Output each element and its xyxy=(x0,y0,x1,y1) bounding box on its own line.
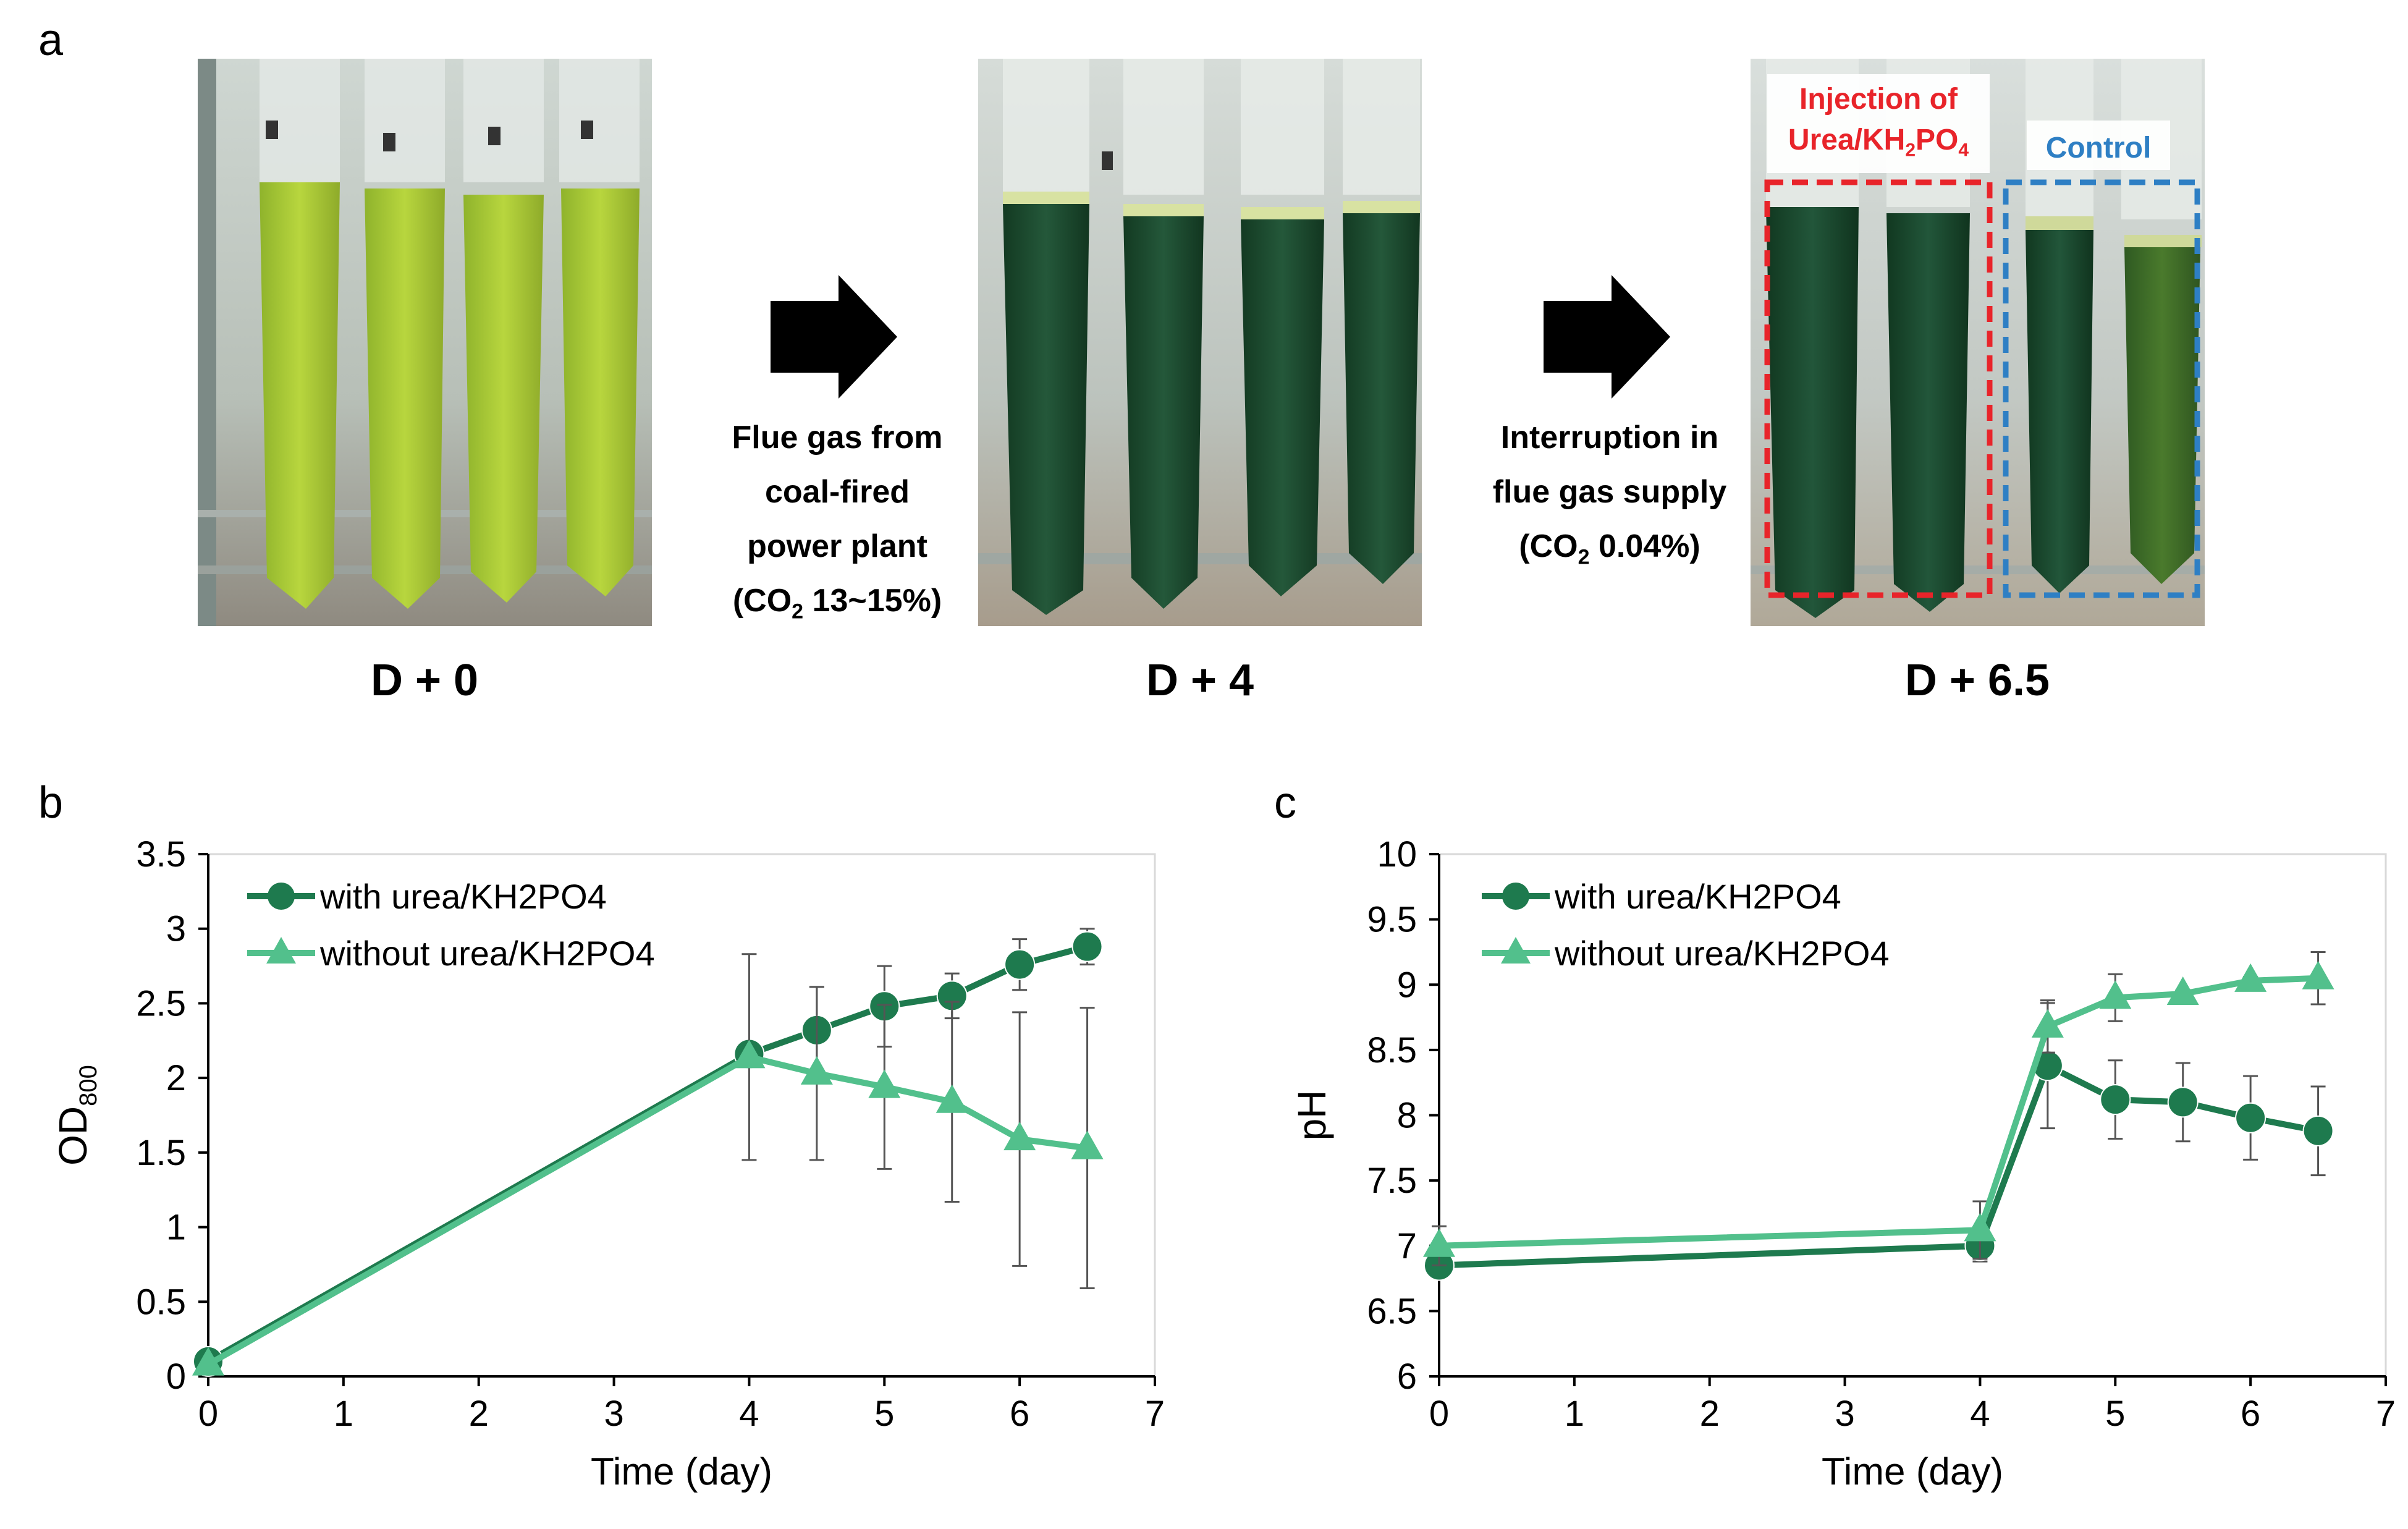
od-x-tick-label: 3 xyxy=(604,1394,623,1434)
ph-legend-label: without urea/KH2PO4 xyxy=(1554,934,1890,973)
ph-point xyxy=(1423,1228,1455,1257)
od-point xyxy=(936,1084,968,1113)
panel-label-b: b xyxy=(38,778,64,828)
ph-x-tick-label: 2 xyxy=(1700,1394,1720,1434)
step1-line3: power plant xyxy=(747,528,927,564)
control-group-box xyxy=(2003,179,2200,598)
control-label: Control xyxy=(2045,132,2152,164)
ph-y-tick-label: 9.5 xyxy=(1367,900,1417,940)
panel-label-a: a xyxy=(38,15,64,65)
ph-series-0 xyxy=(1424,1002,2334,1281)
ph-y-tick-label: 7 xyxy=(1397,1226,1417,1266)
od-point xyxy=(1003,1122,1036,1151)
od-y-tick-label: 0.5 xyxy=(136,1282,186,1322)
od-x-tick-label: 5 xyxy=(874,1394,894,1434)
ph-x-tick-label: 1 xyxy=(1565,1394,1584,1434)
ph-point xyxy=(2234,963,2267,992)
ph-x-tick-label: 4 xyxy=(1970,1394,1990,1434)
day-label-0: D + 0 xyxy=(370,656,479,705)
ph-point xyxy=(1964,1213,1996,1242)
od-legend-label: with urea/KH2PO4 xyxy=(319,877,607,916)
od-y-tick-label: 3.5 xyxy=(136,834,186,875)
step2-line2: flue gas supply xyxy=(1492,474,1727,510)
step1-line2: coal-fired xyxy=(764,474,910,510)
od-legend-marker xyxy=(266,937,296,964)
ph-point xyxy=(2167,1086,2199,1118)
arrow-right-icon xyxy=(1544,275,1670,399)
od-point xyxy=(1004,949,1036,980)
od-y-axis-label: OD800 xyxy=(51,1065,102,1166)
ph-point xyxy=(2100,1084,2131,1116)
od-series-1 xyxy=(192,953,1104,1376)
ph-y-tick-label: 10 xyxy=(1377,834,1417,875)
od-point xyxy=(800,1056,833,1085)
ph-y-tick-label: 6 xyxy=(1397,1357,1417,1397)
panel-label-c: c xyxy=(1274,778,1296,828)
od-y-tick-label: 3 xyxy=(166,909,186,949)
ph-point xyxy=(2166,976,2199,1006)
ph-y-axis-label: pH xyxy=(1290,1090,1334,1141)
ph-x-tick-label: 5 xyxy=(2105,1394,2125,1434)
od-point xyxy=(192,1347,224,1376)
ph-point xyxy=(2302,960,2334,989)
od-x-tick-label: 1 xyxy=(334,1394,353,1434)
ph-legend-marker xyxy=(1502,883,1529,910)
step1-line4: (CO2 13~15%) xyxy=(732,583,942,624)
ph-y-tick-label: 8 xyxy=(1397,1096,1417,1136)
ph-point xyxy=(2099,980,2132,1009)
ph-x-tick-label: 7 xyxy=(2376,1394,2396,1434)
od-legend-label: without urea/KH2PO4 xyxy=(319,934,655,973)
od-x-tick-label: 2 xyxy=(469,1394,489,1434)
od-point xyxy=(868,1069,901,1098)
od-y-tick-label: 0 xyxy=(166,1357,186,1397)
ph-series-1 xyxy=(1423,951,2334,1266)
ph-y-tick-label: 6.5 xyxy=(1367,1291,1417,1331)
arrow-right-icon xyxy=(771,275,897,399)
od-x-tick-label: 4 xyxy=(739,1394,759,1434)
ph-legend-label: with urea/KH2PO4 xyxy=(1554,877,1841,916)
od-point xyxy=(1071,1130,1104,1159)
od-x-axis-label: Time (day) xyxy=(591,1451,772,1493)
od-x-tick-label: 6 xyxy=(1010,1394,1029,1434)
step2-line1: Interruption in xyxy=(1500,420,1719,455)
ph-point xyxy=(2031,1009,2064,1038)
ph-y-tick-label: 7.5 xyxy=(1367,1161,1417,1201)
ph-x-tick-label: 0 xyxy=(1429,1394,1449,1434)
step2-caption: Interruption in flue gas supply (CO2 0.0… xyxy=(1427,410,1792,584)
ph-x-axis-label: Time (day) xyxy=(1822,1451,2003,1493)
od-legend-marker xyxy=(268,883,295,910)
step1-caption: Flue gas from coal-fired power plant (CO… xyxy=(667,410,1007,638)
ph-point xyxy=(2235,1102,2266,1133)
day-label-4: D + 4 xyxy=(1146,656,1254,705)
od-x-tick-label: 0 xyxy=(198,1394,218,1434)
step1-line1: Flue gas from xyxy=(732,420,943,455)
od-y-tick-label: 1 xyxy=(166,1208,186,1248)
injection-group-box xyxy=(1764,179,1993,598)
step2-line3: (CO2 0.04%) xyxy=(1519,528,1700,569)
injection-label: Injection of Urea/KH2PO4 xyxy=(1788,83,1969,161)
ph-point xyxy=(2302,1115,2334,1146)
ph-y-tick-label: 8.5 xyxy=(1367,1030,1417,1070)
photo-day-0 xyxy=(198,59,652,626)
od-y-tick-label: 2.5 xyxy=(136,983,186,1023)
ph-x-tick-label: 3 xyxy=(1835,1394,1854,1434)
od-y-tick-label: 2 xyxy=(166,1058,186,1098)
day-label-6-5: D + 6.5 xyxy=(1904,656,2050,705)
od-y-tick-label: 1.5 xyxy=(136,1133,186,1173)
od-point xyxy=(1071,931,1103,962)
ph-x-tick-label: 6 xyxy=(2241,1394,2260,1434)
ph-y-tick-label: 9 xyxy=(1397,965,1417,1005)
ph-legend-marker xyxy=(1501,937,1531,964)
photo-day-6-5 xyxy=(1751,59,2205,626)
od-x-tick-label: 7 xyxy=(1145,1394,1165,1434)
od-point xyxy=(733,1040,766,1069)
photo-day-4 xyxy=(978,59,1422,626)
